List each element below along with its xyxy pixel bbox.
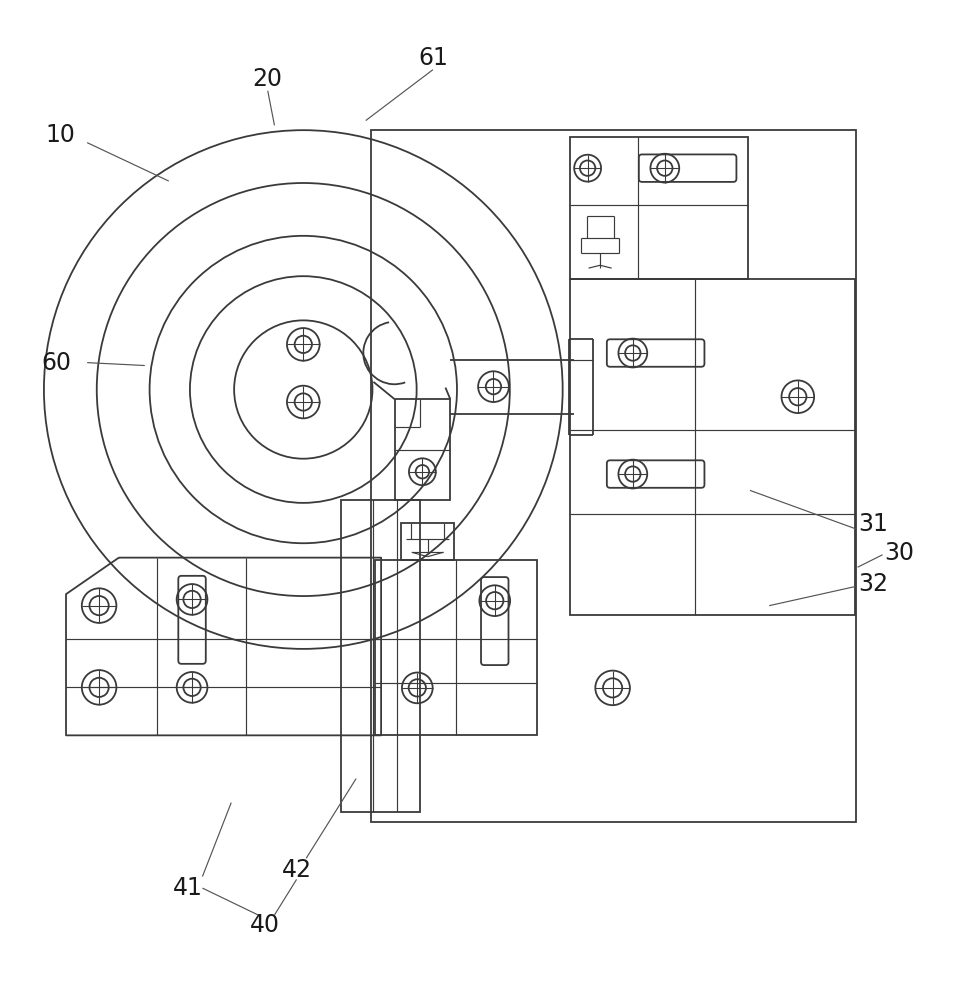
Bar [570, 279, 853, 615]
Text: 30: 30 [883, 541, 914, 565]
Text: 61: 61 [418, 46, 448, 70]
Text: 32: 32 [857, 572, 888, 596]
Text: 42: 42 [282, 858, 311, 882]
Bar [370, 130, 854, 822]
Bar [340, 500, 420, 812]
Text: 60: 60 [41, 351, 71, 375]
Bar [394, 399, 450, 500]
Text: 40: 40 [250, 913, 280, 937]
Text: 41: 41 [173, 876, 203, 900]
Text: 10: 10 [45, 123, 75, 147]
Text: 31: 31 [857, 512, 887, 536]
Text: 20: 20 [253, 67, 283, 91]
Bar [401, 523, 454, 560]
Bar [375, 560, 536, 735]
Bar [570, 137, 748, 279]
